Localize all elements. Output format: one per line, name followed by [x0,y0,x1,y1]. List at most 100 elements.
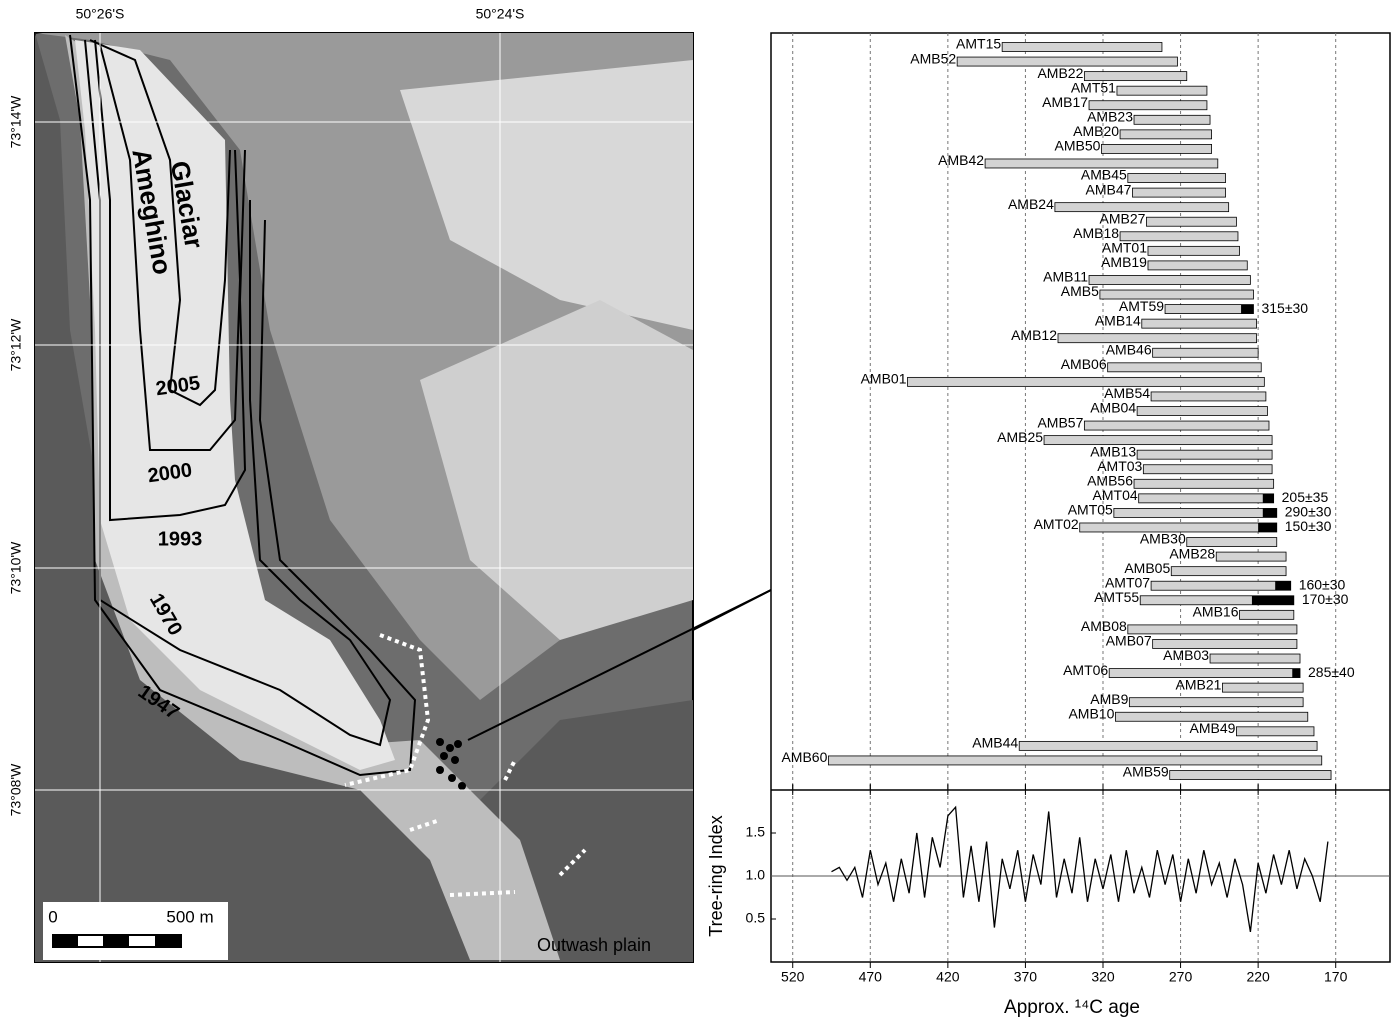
bar-label: AMB01 [861,371,907,387]
bar-label: AMB52 [910,50,956,66]
bar-label: AMB42 [938,152,984,168]
x-tick-label: 320 [1091,969,1115,985]
bar-label: AMB06 [1061,356,1107,372]
site [448,774,456,782]
y-tick-label: 1.5 [746,824,766,840]
bar [1134,479,1274,488]
scale-bar [155,935,181,947]
bar [1146,217,1236,226]
scale-label: 500 m [166,907,213,926]
dated-segment [1263,508,1277,517]
x-tick-label: 270 [1169,969,1193,985]
bar-label: AMT15 [956,36,1001,52]
lat-label: 50°26'S [76,6,125,22]
bar [1117,86,1207,95]
bar-label: AMB49 [1189,720,1235,736]
scale-bar [53,935,78,947]
x-tick-label: 470 [859,969,883,985]
bar [1134,115,1210,124]
bar-label: AMB25 [997,429,1043,445]
bar [1153,348,1258,357]
bar-label: AMB16 [1193,604,1239,620]
bar [1151,581,1291,590]
bar-label: AMB46 [1106,341,1152,357]
bar [1139,494,1274,503]
bar-label: AMB50 [1055,138,1101,154]
site [451,756,459,764]
scale-label: 0 [48,907,57,926]
connector [693,590,771,630]
bar [1236,727,1314,736]
dated-segment [1258,523,1277,532]
bar [1165,305,1253,314]
site [436,766,444,774]
index-line [832,807,1328,932]
bar-label: AMT02 [1034,516,1079,532]
dated-segment [1275,581,1291,590]
bar [1210,654,1300,663]
bar-label: AMB03 [1163,647,1209,663]
dated-segment [1263,494,1274,503]
bar [1019,741,1317,750]
bar-label: AMB59 [1123,764,1169,780]
bar-label: AMB57 [1037,414,1083,430]
bar [1128,174,1226,183]
bar [1101,144,1211,153]
site [458,782,466,790]
bar [1044,436,1272,445]
bar [1128,625,1297,634]
bar [1171,567,1286,576]
dated-segment [1241,305,1253,314]
bar [1143,465,1272,474]
bar-label: AMB47 [1086,181,1132,197]
bar [1137,407,1267,416]
site [454,740,462,748]
bar [1114,508,1277,517]
x-axis-title: Approx. ¹⁴C age [1004,997,1140,1018]
date-label: 170±30 [1302,591,1349,607]
bar-label: AMT06 [1063,662,1108,678]
bar [1089,275,1250,284]
lon-label: 73°14'W [8,95,24,148]
x-tick-label: 370 [1014,969,1038,985]
site [436,738,444,746]
scale-bar [103,935,129,947]
bar [1120,130,1212,139]
lon-label: 73°08'W [8,763,24,816]
bar [1084,421,1269,430]
date-label: 285±40 [1308,664,1355,680]
bar-label: AMB60 [781,749,827,765]
date-label: 150±30 [1285,518,1332,534]
bar-label: AMB28 [1169,545,1215,561]
bar-label: AMB10 [1068,705,1114,721]
dated-segment [1252,596,1294,605]
bar [1148,246,1240,255]
lon-label: 73°12'W [8,318,24,371]
map: 50°26'S 50°24'S 73°14'W 73°12'W 73°10'W … [8,6,771,962]
bar-label: AMB24 [1008,196,1054,212]
bar-label: AMB21 [1176,676,1222,692]
figure: 50°26'S 50°24'S 73°14'W 73°12'W 73°10'W … [0,0,1396,1023]
bar-label: AMB44 [972,735,1018,751]
bar [1108,363,1262,372]
bar-label: AMB04 [1090,400,1136,416]
bar [1151,392,1266,401]
x-tick-label: 420 [936,969,960,985]
lat-label: 50°24'S [476,6,525,22]
bar [1002,43,1162,52]
x-tick-label: 520 [781,969,805,985]
site [446,744,454,752]
year-label: 1993 [158,528,203,550]
bar-label: AMB12 [1011,327,1057,343]
bar [1170,771,1331,780]
bar-label: AMB17 [1042,94,1088,110]
bar [1142,319,1257,328]
dated-segment [1292,669,1300,678]
bar-label: AMB07 [1106,633,1152,649]
bar [1129,698,1303,707]
bar-label: AMT55 [1094,589,1139,605]
bar [1058,334,1257,343]
y-tick-label: 0.5 [746,910,766,926]
bar [828,756,1321,765]
lon-label: 73°10'W [8,541,24,594]
